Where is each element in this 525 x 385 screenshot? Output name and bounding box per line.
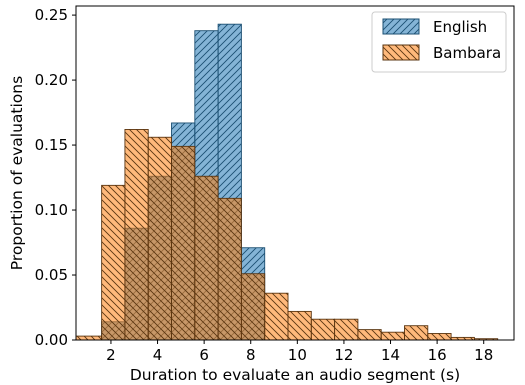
bambara-bar-hatch-4	[171, 145, 196, 341]
y-tick-label: 0.00	[35, 331, 68, 349]
bambara-bar-hatch-9	[287, 310, 312, 341]
legend-label-bambara: Bambara	[433, 44, 501, 62]
y-tick-label: 0.20	[35, 71, 68, 89]
bambara-bar-hatch-3	[147, 136, 172, 341]
bambara-series	[75, 129, 499, 341]
plot-frame	[75, 5, 515, 341]
x-axis-label: Duration to evaluate an audio segment (s…	[130, 366, 460, 384]
x-tick-label: 4	[153, 346, 163, 364]
x-tick-label: 14	[381, 346, 400, 364]
x-tick-label: 8	[246, 346, 256, 364]
bambara-bar-hatch-7	[240, 273, 266, 341]
x-tick-label: 18	[474, 346, 493, 364]
bambara-bar-hatch-15	[427, 333, 452, 341]
bambara-bar-hatch-0	[75, 335, 103, 341]
legend-swatch-english-hatch	[382, 18, 420, 35]
bambara-bar-hatch-13	[380, 331, 405, 341]
bambara-bar-hatch-10	[310, 318, 336, 341]
y-tick-label: 0.25	[35, 6, 68, 24]
bambara-bar-hatch-12	[357, 329, 382, 341]
bambara-bar-hatch-6	[217, 197, 242, 341]
bambara-bar-hatch-11	[334, 318, 359, 341]
y-tick-label: 0.05	[35, 266, 68, 284]
legend: English Bambara	[371, 11, 507, 73]
legend-swatch-bambara-hatch	[382, 44, 420, 61]
bambara-bar-hatch-5	[194, 175, 219, 341]
bambara-bar-hatch-1	[101, 184, 126, 341]
y-tick-label: 0.10	[35, 201, 68, 219]
y-tick-label: 0.15	[35, 136, 68, 154]
x-axis: 2 4 6 8 10 12 14 16 18	[106, 340, 493, 364]
y-axis-label: Proportion of evaluations	[8, 76, 26, 270]
x-tick-label: 6	[199, 346, 209, 364]
legend-label-english: English	[433, 18, 487, 36]
x-tick-label: 10	[288, 346, 307, 364]
bambara-bar-hatch-8	[264, 292, 289, 341]
y-axis: 0.00 0.05 0.10 0.15 0.20 0.25	[35, 6, 76, 349]
bambara-bar-hatch-2	[124, 129, 149, 341]
x-tick-label: 16	[428, 346, 447, 364]
x-tick-label: 2	[106, 346, 116, 364]
bambara-bar-hatch-14	[404, 325, 429, 341]
x-tick-label: 12	[334, 346, 353, 364]
